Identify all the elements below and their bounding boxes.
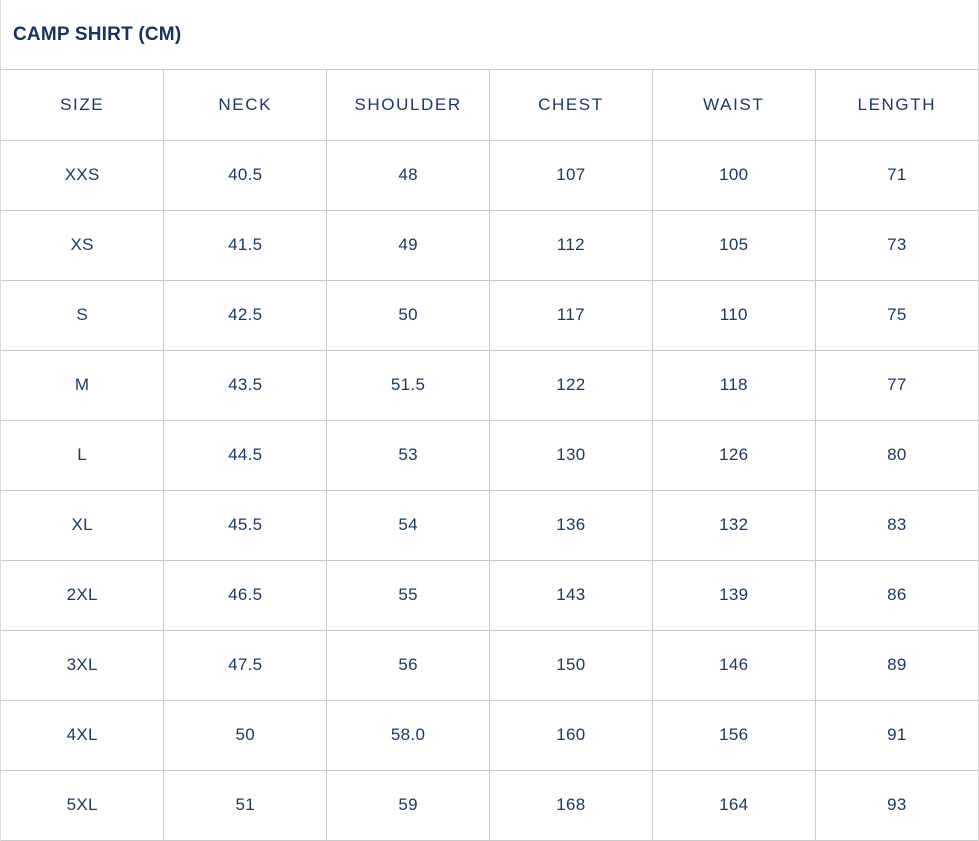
table-row: 5XL 51 59 168 164 93: [1, 770, 978, 841]
cell-shoulder: 49: [326, 210, 490, 281]
cell-shoulder: 56: [326, 630, 490, 701]
cell-size: 5XL: [1, 770, 165, 841]
table-row: XL 45.5 54 136 132 83: [1, 490, 978, 561]
cell-shoulder: 48: [326, 140, 490, 211]
cell-chest: 150: [489, 630, 653, 701]
cell-length: 75: [815, 280, 978, 351]
cell-length: 77: [815, 350, 978, 421]
cell-size: 2XL: [1, 560, 165, 631]
cell-waist: 164: [652, 770, 816, 841]
column-header-size: SIZE: [1, 70, 165, 141]
cell-neck: 50: [163, 700, 328, 771]
chart-title-row: CAMP SHIRT (CM): [1, 0, 978, 70]
cell-length: 93: [815, 770, 978, 841]
cell-chest: 168: [489, 770, 653, 841]
cell-neck: 41.5: [163, 210, 328, 281]
table-row: S 42.5 50 117 110 75: [1, 280, 978, 351]
cell-neck: 47.5: [163, 630, 328, 701]
table-row: M 43.5 51.5 122 118 77: [1, 350, 978, 421]
table-row: 3XL 47.5 56 150 146 89: [1, 630, 978, 701]
cell-neck: 46.5: [163, 560, 328, 631]
table-row: 2XL 46.5 55 143 139 86: [1, 560, 978, 631]
table-row: XS 41.5 49 112 105 73: [1, 210, 978, 281]
cell-waist: 118: [652, 350, 816, 421]
cell-size: L: [1, 420, 165, 491]
page-title: CAMP SHIRT (CM): [13, 23, 182, 45]
cell-waist: 139: [652, 560, 816, 631]
cell-size: XL: [1, 490, 165, 561]
cell-length: 91: [815, 700, 978, 771]
table-header: SIZE NECK SHOULDER CHEST WAIST LENGTH: [1, 70, 978, 141]
cell-chest: 117: [489, 280, 653, 351]
cell-size: XS: [1, 210, 165, 281]
cell-shoulder: 58.0: [326, 700, 490, 771]
column-header-length: LENGTH: [815, 70, 978, 141]
cell-length: 80: [815, 420, 978, 491]
column-header-waist: WAIST: [652, 70, 816, 141]
cell-shoulder: 55: [326, 560, 490, 631]
cell-neck: 51: [163, 770, 328, 841]
cell-chest: 160: [489, 700, 653, 771]
cell-length: 86: [815, 560, 978, 631]
cell-size: 4XL: [1, 700, 165, 771]
size-chart-table: SIZE NECK SHOULDER CHEST WAIST LENGTH XX…: [1, 70, 978, 841]
table-row: 4XL 50 58.0 160 156 91: [1, 700, 978, 771]
cell-length: 83: [815, 490, 978, 561]
cell-chest: 107: [489, 140, 653, 211]
header-row: SIZE NECK SHOULDER CHEST WAIST LENGTH: [1, 70, 978, 141]
cell-waist: 132: [652, 490, 816, 561]
cell-waist: 156: [652, 700, 816, 771]
cell-length: 89: [815, 630, 978, 701]
cell-length: 73: [815, 210, 978, 281]
cell-shoulder: 53: [326, 420, 490, 491]
cell-waist: 146: [652, 630, 816, 701]
cell-length: 71: [815, 140, 978, 211]
cell-size: M: [1, 350, 165, 421]
cell-chest: 130: [489, 420, 653, 491]
cell-waist: 126: [652, 420, 816, 491]
cell-neck: 42.5: [163, 280, 328, 351]
cell-chest: 112: [489, 210, 653, 281]
column-header-chest: CHEST: [489, 70, 653, 141]
cell-shoulder: 50: [326, 280, 490, 351]
cell-shoulder: 54: [326, 490, 490, 561]
cell-size: 3XL: [1, 630, 165, 701]
cell-neck: 44.5: [163, 420, 328, 491]
cell-size: S: [1, 280, 165, 351]
table-body: XXS 40.5 48 107 100 71 XS 41.5 49 112 10…: [1, 140, 978, 841]
column-header-neck: NECK: [163, 70, 328, 141]
cell-waist: 110: [652, 280, 816, 351]
cell-chest: 143: [489, 560, 653, 631]
table-row: XXS 40.5 48 107 100 71: [1, 140, 978, 211]
cell-waist: 105: [652, 210, 816, 281]
cell-neck: 43.5: [163, 350, 328, 421]
column-header-shoulder: SHOULDER: [326, 70, 490, 141]
cell-neck: 40.5: [163, 140, 328, 211]
cell-waist: 100: [652, 140, 816, 211]
cell-chest: 122: [489, 350, 653, 421]
cell-shoulder: 51.5: [326, 350, 490, 421]
table-row: L 44.5 53 130 126 80: [1, 420, 978, 491]
cell-neck: 45.5: [163, 490, 328, 561]
cell-size: XXS: [1, 140, 165, 211]
cell-shoulder: 59: [326, 770, 490, 841]
cell-chest: 136: [489, 490, 653, 561]
